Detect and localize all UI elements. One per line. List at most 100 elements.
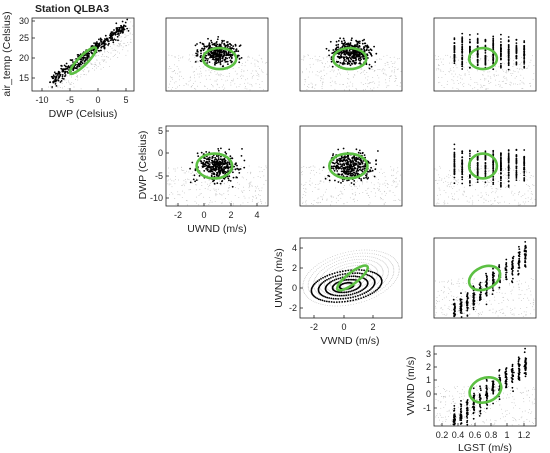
background-point — [199, 188, 201, 190]
background-point — [331, 69, 333, 71]
data-point — [227, 177, 230, 180]
data-point — [196, 43, 198, 45]
background-point — [442, 70, 444, 72]
background-point — [260, 200, 261, 202]
background-point — [329, 279, 331, 281]
background-point — [518, 190, 520, 192]
background-point — [200, 67, 202, 69]
background-point — [168, 86, 170, 88]
background-point — [373, 253, 375, 255]
background-point — [206, 88, 208, 90]
data-point — [453, 156, 456, 159]
background-point — [77, 75, 79, 76]
background-point — [480, 58, 482, 60]
background-point — [458, 59, 459, 61]
background-point — [309, 180, 311, 182]
background-point — [209, 202, 211, 204]
background-point — [215, 192, 217, 194]
data-point — [523, 40, 526, 42]
background-point — [331, 262, 333, 264]
background-point — [334, 82, 336, 84]
background-point — [452, 80, 454, 82]
background-point — [111, 47, 113, 49]
background-point — [102, 54, 103, 56]
data-point — [365, 175, 368, 177]
data-point — [99, 37, 102, 40]
background-point — [503, 75, 505, 77]
data-point — [72, 61, 74, 63]
data-point — [204, 59, 207, 62]
background-point — [307, 287, 309, 289]
background-point — [319, 182, 321, 184]
background-point — [219, 73, 221, 75]
background-point — [328, 290, 330, 291]
data-point — [375, 163, 377, 166]
background-point — [250, 172, 252, 174]
background-point — [308, 281, 310, 283]
data-point — [202, 162, 205, 165]
background-point — [103, 61, 105, 62]
background-point — [346, 86, 348, 88]
data-point — [507, 54, 510, 57]
data-point — [239, 168, 242, 170]
background-point — [320, 60, 322, 61]
data-point — [366, 173, 368, 175]
background-point — [382, 270, 384, 271]
data-point — [507, 39, 510, 42]
background-point — [168, 54, 170, 56]
background-point — [308, 84, 310, 85]
data-point — [361, 152, 364, 155]
background-point — [108, 45, 110, 47]
background-point — [340, 60, 342, 62]
data-point — [357, 164, 359, 167]
data-point — [338, 52, 341, 54]
data-point — [344, 156, 347, 159]
data-point — [198, 175, 201, 177]
background-point — [169, 66, 171, 67]
background-point — [348, 89, 350, 91]
data-point — [356, 54, 358, 57]
data-point — [343, 39, 346, 42]
background-point — [188, 179, 190, 181]
background-point — [208, 186, 209, 188]
data-point — [210, 162, 213, 164]
background-point — [313, 199, 315, 201]
background-point — [228, 188, 230, 189]
background-point — [504, 63, 505, 65]
x-tick-label: -2 — [174, 210, 182, 220]
data-point — [349, 60, 352, 63]
background-point — [307, 282, 309, 284]
data-point — [213, 52, 216, 55]
data-point — [353, 180, 356, 182]
data-point — [461, 167, 464, 170]
data-point — [234, 44, 237, 47]
background-point — [517, 71, 519, 73]
background-point — [532, 175, 534, 177]
background-point — [329, 263, 331, 265]
data-point — [356, 45, 358, 48]
background-point — [482, 180, 484, 182]
data-point — [492, 44, 495, 47]
panel-air-temp-vs-lgst — [433, 17, 537, 92]
background-point — [169, 194, 171, 196]
background-point — [326, 293, 328, 295]
background-point — [363, 280, 365, 282]
background-point — [347, 82, 349, 84]
background-point — [325, 262, 327, 264]
data-point — [219, 161, 222, 164]
background-point — [329, 56, 331, 58]
background-point — [328, 268, 330, 270]
background-point — [331, 259, 333, 261]
background-point — [194, 77, 195, 79]
data-point — [228, 162, 231, 165]
background-point — [169, 83, 171, 85]
data-point — [110, 32, 112, 35]
data-point — [330, 165, 333, 168]
data-point — [515, 61, 518, 64]
data-point — [453, 158, 456, 160]
background-point — [518, 180, 520, 181]
background-point — [322, 199, 323, 201]
background-point — [259, 195, 261, 196]
background-point — [477, 194, 479, 196]
background-point — [238, 197, 240, 199]
